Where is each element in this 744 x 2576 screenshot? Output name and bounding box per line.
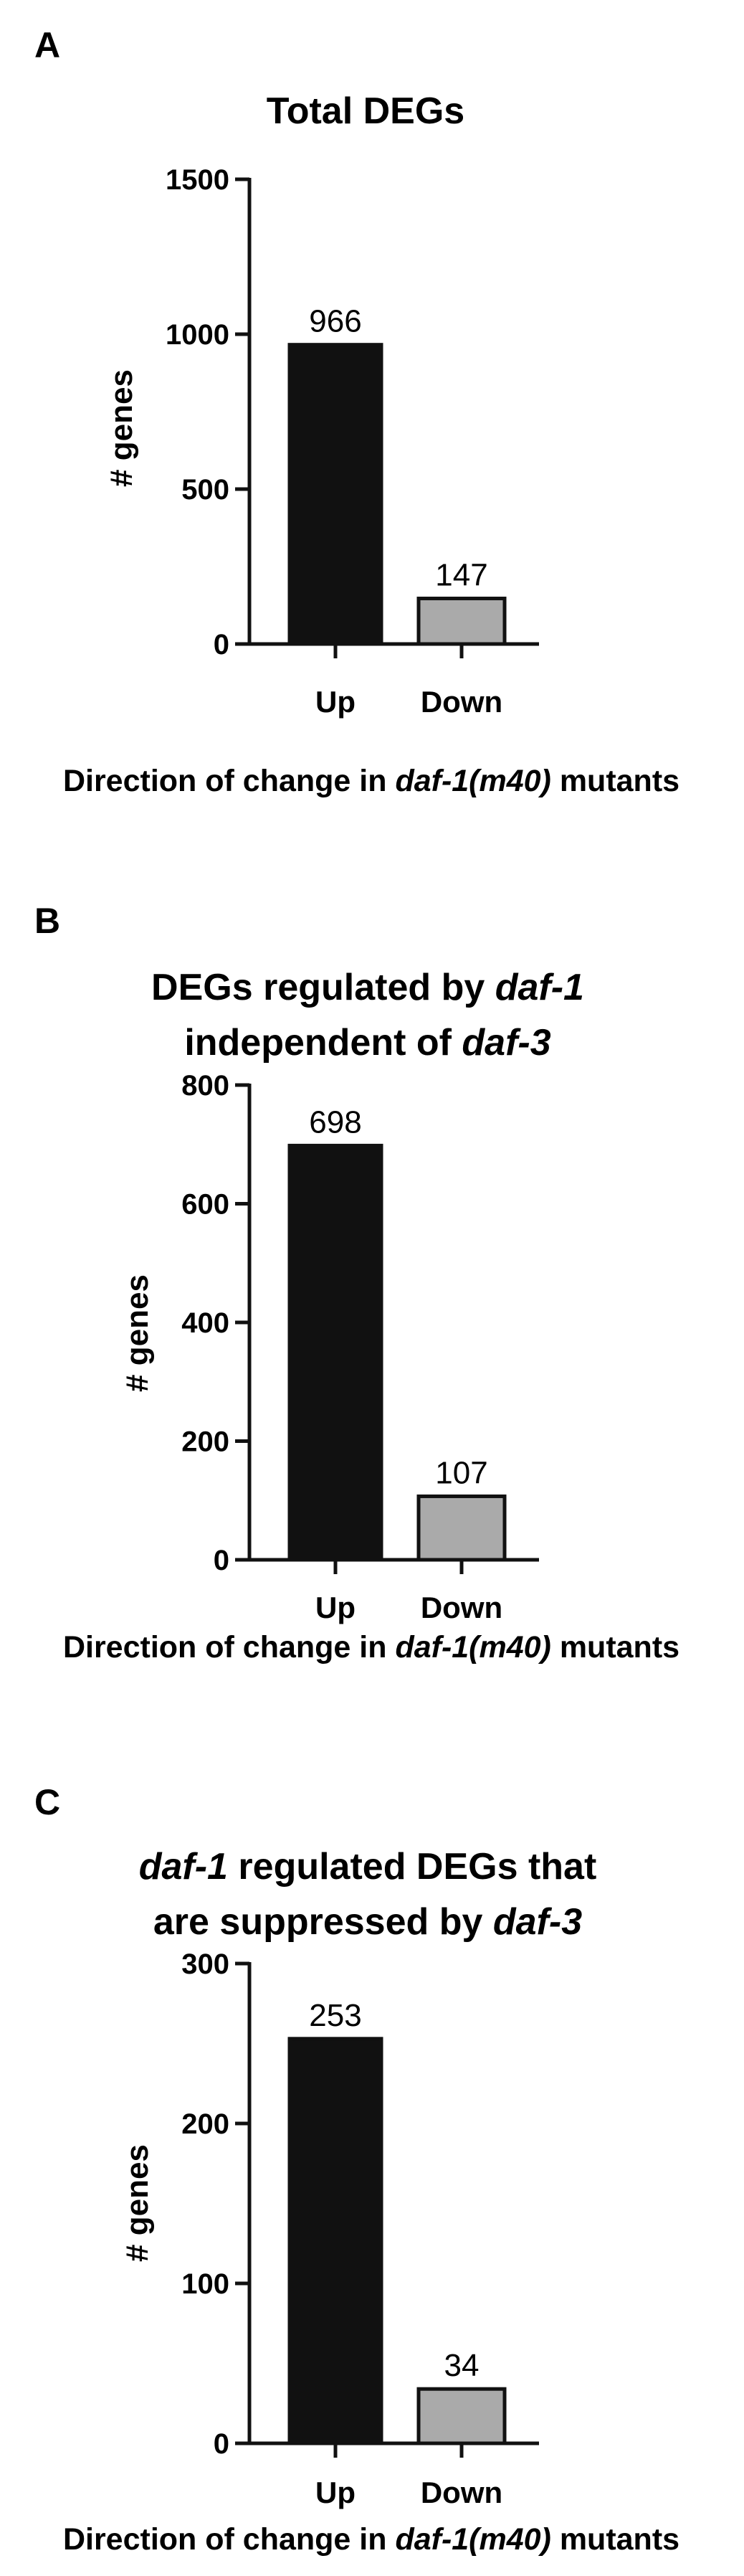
panel-c-data-label: 34 — [444, 2348, 480, 2383]
panel-c-ylabel: # genes — [120, 2144, 155, 2262]
panel-c-y-tick-label: 100 — [181, 2268, 229, 2300]
panel-c-category-label: Down — [421, 2476, 502, 2509]
panel-a-plot: 0 500 1000 1500 966 Up 147 Down — [166, 164, 539, 719]
panel-b-y-tick-label: 600 — [181, 1189, 229, 1221]
panel-b: B DEGs regulated by daf-1 independent of… — [34, 901, 679, 1665]
panel-b-data-label: 107 — [435, 1455, 487, 1490]
panel-b-title-line2: independent of daf-3 — [184, 1022, 550, 1064]
panel-a-bar-down — [416, 596, 507, 646]
panel-c-data-label: 253 — [309, 1998, 361, 2033]
panel-a-data-label: 147 — [435, 557, 487, 592]
panel-c-xlabel: Direction of change in daf-1(m40) mutant… — [63, 2522, 679, 2557]
panel-c-bar-down — [416, 2387, 507, 2445]
panel-b-y-tick-label: 0 — [214, 1545, 229, 1576]
panel-a-xlabel: Direction of change in daf-1(m40) mutant… — [63, 764, 679, 798]
panel-b-data-label: 698 — [309, 1104, 361, 1140]
panel-c-title: daf-1 regulated DEGs that — [139, 1846, 597, 1888]
panel-a-y-tick-label: 1000 — [166, 319, 229, 351]
panel-a-y-tick-label: 0 — [214, 629, 229, 660]
panel-c-y-tick-label: 300 — [181, 1948, 229, 1980]
panel-b-label: B — [34, 901, 60, 941]
panel-b-bar-up — [287, 1143, 383, 1562]
panel-a-label: A — [34, 25, 60, 65]
panel-b-y-tick-label: 200 — [181, 1426, 229, 1458]
panel-a-ylabel: # genes — [104, 369, 139, 487]
panel-a-y-tick-label: 500 — [181, 474, 229, 506]
panel-a: A Total DEGs # genes 0 500 1000 1500 966 Up 14… — [34, 25, 679, 798]
panel-b-y-tick-label: 800 — [181, 1070, 229, 1102]
panel-c-label: C — [34, 1782, 60, 1822]
panel-b-title: DEGs regulated by daf-1 — [151, 967, 584, 1008]
panel-c-y-tick-label: 0 — [214, 2428, 229, 2460]
panel-c-title-line2: are suppressed by daf-3 — [153, 1901, 582, 1943]
panel-b-category-label: Up — [315, 1591, 356, 1624]
panel-b-plot: 0 200 400 600 800 698 Up 107 Down — [181, 1070, 539, 1624]
panel-a-data-label: 966 — [309, 304, 361, 339]
panel-a-bar-up — [287, 343, 383, 646]
panel-c-plot: 0 100 200 300 253 Up 34 Down — [181, 1948, 539, 2509]
panel-b-ylabel: # genes — [120, 1274, 155, 1392]
panel-a-y-tick-label: 1500 — [166, 164, 229, 196]
panel-c: C daf-1 regulated DEGs that are suppress… — [34, 1782, 679, 2557]
panel-b-y-tick-label: 400 — [181, 1307, 229, 1339]
panel-b-category-label: Down — [421, 1591, 502, 1624]
panel-a-category-label: Up — [315, 685, 356, 719]
panel-c-y-tick-label: 200 — [181, 2108, 229, 2140]
panel-b-xlabel: Direction of change in daf-1(m40) mutant… — [63, 1630, 679, 1665]
panel-a-category-label: Down — [421, 685, 502, 719]
panel-c-category-label: Up — [315, 2476, 356, 2509]
panel-b-bar-down — [416, 1494, 507, 1562]
panel-a-title: Total DEGs — [267, 90, 464, 132]
panel-c-bar-up — [287, 2037, 383, 2445]
